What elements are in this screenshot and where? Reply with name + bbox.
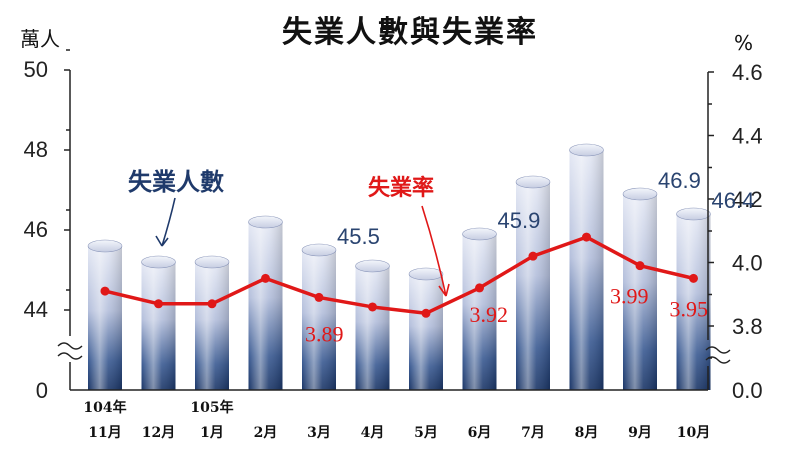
bar-cap [622, 187, 658, 201]
x-month-label: 6月 [468, 425, 492, 441]
bar-cap [515, 175, 551, 189]
right-break-label: 0.0 [732, 378, 763, 403]
x-year-label: 105年 [190, 399, 233, 416]
bar-cap [248, 215, 283, 229]
bar [569, 143, 604, 390]
x-month-label: 10月 [677, 425, 710, 441]
x-month-label: 2月 [254, 425, 278, 441]
left-axis-unit: 萬人 [20, 27, 60, 51]
left-tick-label: 46 [24, 217, 48, 242]
bar-cap [87, 239, 123, 253]
bar [408, 267, 444, 390]
data-labels: 45.5 45.9 46.9 46.4 3.89 3.92 3.99 3.95 [305, 168, 754, 346]
bar-shine [623, 194, 657, 390]
line-callout-arrow [421, 205, 450, 297]
bar-shine [248, 222, 283, 390]
line-point [689, 273, 698, 283]
bar-shine [409, 274, 443, 390]
line-point [475, 283, 484, 293]
axes: 44 46 48 50 0 3.8 4.0 4.2 4.4 4.6 0.0 [24, 49, 763, 403]
bar-cap [408, 267, 444, 281]
line-point [368, 302, 377, 312]
bar-cap [355, 259, 390, 273]
x-month-label: 5月 [414, 425, 438, 441]
bar [676, 207, 711, 390]
bar-shine [141, 262, 176, 390]
right-tick-label: 3.8 [732, 314, 763, 339]
line-value-label: 3.95 [670, 296, 709, 321]
x-month-label: 11月 [88, 425, 121, 441]
left-tick-label: 50 [24, 57, 48, 82]
right-axis-unit: % [734, 31, 753, 55]
right-tick-label: 4.4 [732, 124, 763, 149]
x-month-label: 3月 [307, 425, 331, 441]
bar [462, 227, 497, 390]
x-month-label: 8月 [575, 425, 599, 441]
line-point [207, 299, 217, 309]
x-month-label: 1月 [200, 425, 224, 441]
line-value-label: 3.92 [470, 302, 509, 327]
bar-value-label: 45.5 [337, 224, 380, 249]
bar [194, 255, 230, 390]
bar-cap [676, 207, 711, 221]
line-point [421, 308, 431, 318]
line-point [582, 232, 591, 242]
line-value-label: 3.99 [610, 284, 649, 309]
bar [355, 259, 390, 390]
bar-shine [355, 266, 390, 390]
line-point [154, 299, 163, 309]
bar [301, 243, 337, 390]
bar [248, 215, 283, 390]
line-point [314, 292, 324, 302]
bar-cap [462, 227, 497, 241]
bar-cap [301, 243, 337, 257]
line-point [261, 273, 270, 283]
bar-value-label: 45.9 [498, 208, 541, 233]
chart-title: 失業人數與失業率 [282, 15, 538, 50]
bar-value-label: 46.4 [712, 188, 755, 213]
bar [515, 175, 551, 390]
line-series-callout: 失業率 [368, 175, 434, 201]
bar-cap [194, 255, 230, 269]
bar-cap [569, 143, 604, 157]
bar-shine [569, 150, 604, 390]
left-tick-label: 44 [24, 297, 48, 322]
bar-shine [462, 234, 497, 390]
right-tick-label: 4.0 [732, 251, 763, 276]
unemployment-rate-line [104, 235, 694, 316]
x-month-label: 4月 [361, 425, 385, 441]
x-month-label: 12月 [142, 425, 175, 441]
bar-cap [141, 255, 176, 269]
left-break-label: 0 [36, 378, 48, 403]
right-tick-label: 4.6 [732, 60, 763, 85]
x-month-label: 7月 [521, 425, 545, 441]
x-month-label: 9月 [628, 425, 652, 441]
bar [622, 187, 658, 390]
right-tick-label: 4.2 [732, 187, 763, 212]
bar [87, 239, 123, 390]
x-year-label: 104年 [83, 399, 126, 416]
line-series [100, 232, 698, 318]
bar-shine [676, 214, 711, 390]
bar-shine [88, 246, 122, 390]
bar [141, 255, 176, 390]
bar-callout-arrow [155, 197, 176, 247]
left-tick-label: 48 [24, 137, 48, 162]
line-point [100, 286, 110, 296]
x-axis-labels: 104年 11月 12月 105年 1月 2月 3月 4月 5月 6月 7月 8月 9月 10月 [83, 399, 710, 441]
bar-shine [516, 182, 550, 390]
bar-shine [195, 262, 229, 390]
bar-series-callout: 失業人數 [128, 168, 224, 196]
bar-value-label: 46.9 [658, 168, 701, 193]
bar-series [87, 143, 711, 390]
line-point [635, 261, 645, 271]
line-point [528, 251, 538, 261]
left-axis-break [57, 342, 83, 360]
line-value-label: 3.89 [305, 321, 344, 346]
bar-shine [302, 250, 336, 390]
